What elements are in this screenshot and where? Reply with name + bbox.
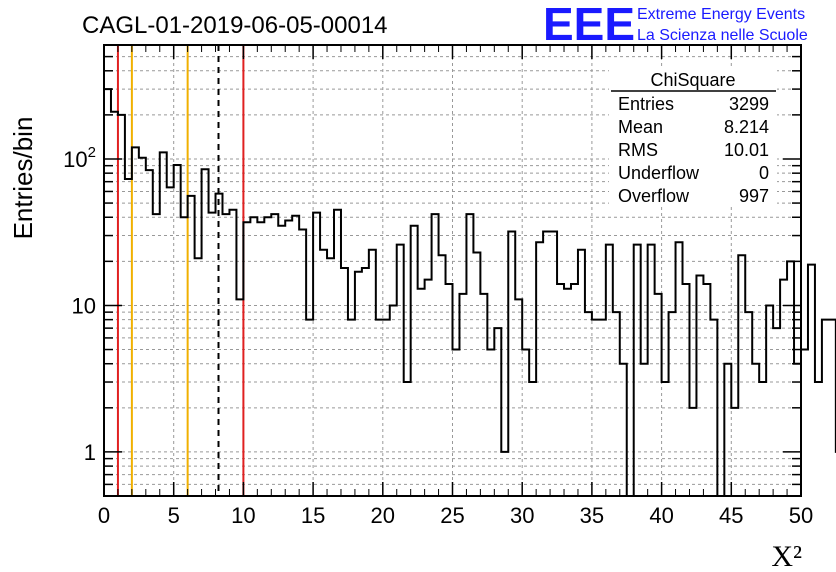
x-axis-title: X² (771, 540, 802, 572)
x-tick-label: 0 (98, 503, 110, 528)
x-tick-label: 45 (719, 503, 743, 528)
y-tick-label: 102 (63, 144, 96, 172)
x-tick-label: 15 (301, 503, 325, 528)
stats-value-overflow: 997 (739, 186, 769, 206)
reference-lines (116, 45, 245, 496)
stats-box-name: ChiSquare (650, 70, 735, 90)
stats-value-underflow: 0 (759, 163, 769, 183)
grid (104, 45, 801, 496)
stats-value-entries: 3299 (729, 94, 769, 114)
y-axis-title: Entries/bin (8, 117, 38, 240)
x-tick-label: 35 (580, 503, 604, 528)
x-tick-label: 30 (510, 503, 534, 528)
x-tick-label: 20 (371, 503, 395, 528)
stats-label-overflow: Overflow (618, 186, 690, 206)
stats-value-rms: 10.01 (724, 140, 769, 160)
stats-value-mean: 8.214 (724, 117, 769, 137)
eee-logo-line1: Extreme Energy Events (637, 6, 805, 23)
y-tick-label: 1 (84, 440, 96, 465)
histogram-outline (104, 88, 836, 497)
chart-title: CAGL-01-2019-06-05-00014 (82, 12, 388, 39)
y-tick-label: 10 (72, 293, 96, 318)
stats-box: ChiSquare Entries 3299 Mean 8.214 RMS 10… (609, 66, 777, 206)
x-tick-label: 50 (789, 503, 813, 528)
eee-logo-mark: EEE (543, 0, 635, 50)
eee-logo: EEE Extreme Energy Events La Scienza nel… (543, 0, 808, 50)
stats-label-mean: Mean (618, 117, 663, 137)
histogram (104, 88, 836, 497)
stats-label-entries: Entries (618, 94, 674, 114)
stats-label-underflow: Underflow (618, 163, 700, 183)
stats-label-rms: RMS (618, 140, 658, 160)
stats-box-bg (609, 66, 777, 206)
x-tick-label: 40 (649, 503, 673, 528)
x-tick-label: 5 (168, 503, 180, 528)
x-tick-label: 25 (440, 503, 464, 528)
eee-logo-line2: La Scienza nelle Scuole (637, 27, 808, 44)
x-tick-label: 10 (231, 503, 255, 528)
axis-ticks: 0 5 10 15 20 25 30 35 40 45 50 1 10 102 (63, 45, 813, 528)
